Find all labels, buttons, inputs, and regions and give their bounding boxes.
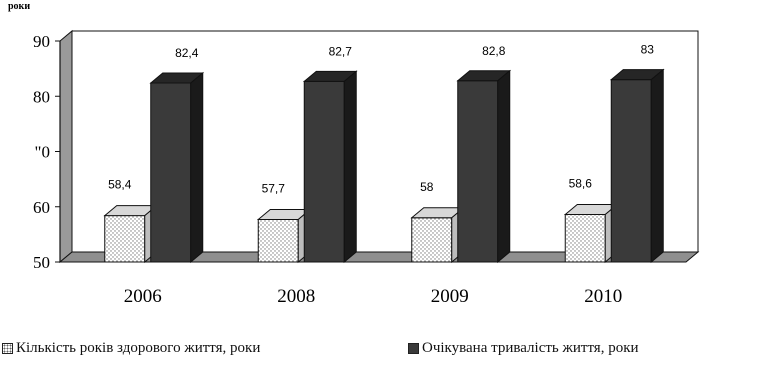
y-axis-unit-label: роки bbox=[8, 1, 30, 12]
bar-front bbox=[564, 213, 606, 263]
bar-healthy-years-2006 bbox=[103, 204, 159, 264]
legend-label-healthy-years: Кількість років здорового життя, роки bbox=[16, 340, 261, 356]
bar-front bbox=[411, 217, 453, 263]
legend-label-life-expectancy: Очікувана тривалість життя, роки bbox=[422, 340, 639, 356]
bar-healthy-years-2010 bbox=[563, 203, 619, 264]
bars-layer bbox=[103, 68, 665, 264]
bar-side bbox=[343, 70, 357, 264]
x-tick-label: 2010 bbox=[584, 286, 622, 307]
legend-item-healthy-years: Кількість років здорового життя, роки bbox=[2, 340, 260, 357]
data-label: 83 bbox=[641, 43, 655, 57]
bar-front bbox=[104, 215, 146, 263]
data-label: 82,4 bbox=[175, 46, 199, 60]
bar-life-expectancy-2009 bbox=[456, 69, 512, 264]
x-tick-label: 2006 bbox=[124, 286, 162, 307]
bar-healthy-years-2008 bbox=[256, 208, 312, 264]
bar-side bbox=[650, 68, 664, 264]
y-tick-label: "0 bbox=[35, 143, 50, 162]
bar-life-expectancy-2010 bbox=[609, 68, 665, 264]
bar-front bbox=[303, 80, 345, 263]
legend-swatch-dotted bbox=[2, 343, 13, 354]
x-axis: 2006 2008 2009 2010 bbox=[124, 286, 623, 307]
data-label: 82,7 bbox=[329, 44, 353, 58]
bar-front bbox=[257, 218, 299, 263]
legend: Кількість років здорового життя, роки Оч… bbox=[0, 340, 772, 368]
legend-swatch-dark bbox=[408, 343, 419, 354]
y-axis: 90 80 "0 60 50 bbox=[33, 32, 61, 272]
legend-item-life-expectancy: Очікувана тривалість життя, роки bbox=[408, 340, 639, 357]
side-wall bbox=[59, 29, 73, 264]
bar-life-expectancy-2008 bbox=[302, 70, 358, 264]
data-label: 58 bbox=[420, 180, 434, 194]
y-tick-label: 80 bbox=[33, 87, 50, 106]
bar-life-expectancy-2006 bbox=[149, 71, 205, 264]
y-tick-label: 60 bbox=[33, 198, 50, 217]
bar-front bbox=[457, 80, 499, 263]
data-labels-layer: 58,4 82,4 57,7 82,7 58 82,8 58,6 83 bbox=[108, 43, 654, 196]
y-tick-label: 50 bbox=[33, 253, 50, 272]
x-tick-label: 2009 bbox=[431, 286, 469, 307]
bar-front bbox=[150, 82, 192, 263]
bar-front bbox=[610, 79, 652, 263]
y-tick-label: 90 bbox=[33, 32, 50, 51]
data-label: 82,8 bbox=[482, 44, 506, 58]
x-tick-label: 2008 bbox=[277, 286, 315, 307]
data-label: 58,4 bbox=[108, 178, 132, 192]
data-label: 57,7 bbox=[262, 181, 286, 195]
data-label: 58,6 bbox=[569, 176, 593, 190]
bar-side bbox=[190, 71, 204, 264]
bar-side bbox=[497, 69, 511, 264]
bar-healthy-years-2009 bbox=[410, 206, 466, 264]
